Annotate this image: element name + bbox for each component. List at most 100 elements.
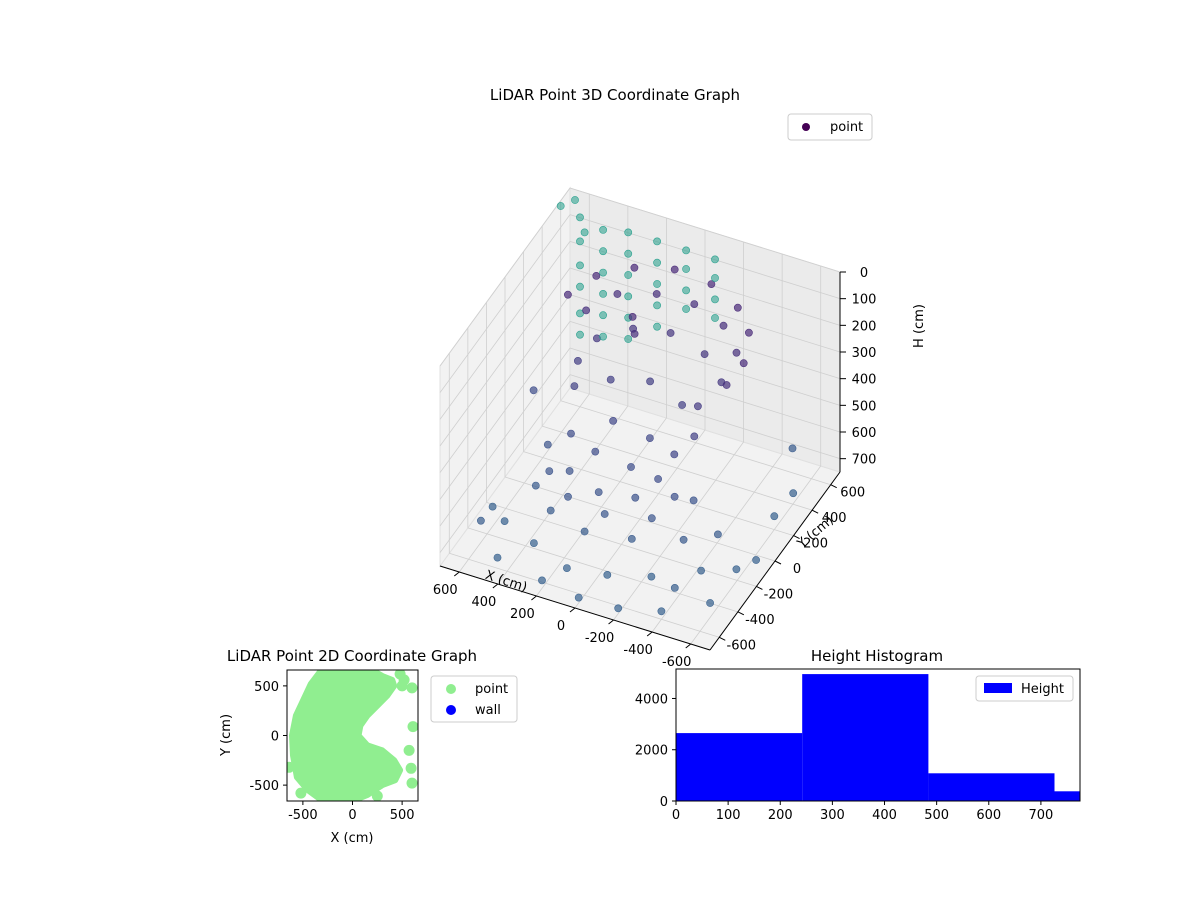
chart-3d-axes: -600-400-2000200400600-600-400-200020040… — [433, 266, 877, 670]
point-marker — [599, 311, 607, 320]
x-tick-label: -600 — [662, 655, 692, 670]
x-tick-label: 500 — [390, 808, 415, 823]
chart-histogram-frame — [675, 668, 1081, 802]
grid-z-back — [569, 240, 841, 326]
point-marker — [627, 535, 636, 543]
grid-y-floor — [560, 400, 831, 486]
point-marker — [678, 401, 686, 409]
grid-y-floor — [449, 552, 720, 638]
point-marker — [570, 382, 579, 390]
x-tick-mark — [685, 643, 692, 649]
point-marker — [628, 312, 637, 321]
point-marker — [406, 682, 418, 694]
point-marker — [624, 335, 633, 343]
point-marker — [770, 512, 779, 521]
y-tick-mark — [737, 611, 745, 616]
point-marker — [653, 322, 661, 331]
point-marker — [546, 506, 555, 515]
point-marker — [652, 290, 661, 298]
x-tick-label: 300 — [820, 808, 845, 823]
point-marker — [697, 566, 705, 575]
point-marker — [706, 599, 714, 607]
point-marker — [679, 535, 688, 544]
y-tick-mark — [811, 509, 819, 514]
point-marker — [592, 271, 601, 280]
chart-2d-plot — [287, 670, 418, 801]
point-marker — [654, 475, 662, 483]
point-marker — [670, 265, 679, 274]
chart-2d-ticks: -500 0 500 -500 0 500 — [249, 680, 414, 823]
grid-z-left — [439, 321, 571, 500]
point-marker — [543, 440, 552, 449]
z-tick-label: 100 — [852, 293, 877, 308]
grid-z-left — [439, 374, 571, 553]
y-tick-label: 400 — [822, 511, 847, 526]
chart-2d-legend-marker-point — [446, 684, 456, 694]
point-marker — [594, 488, 603, 496]
chart-3d-legend-marker — [802, 123, 810, 131]
y-tick-label: 0 — [271, 730, 279, 745]
grid-z-back — [569, 320, 841, 406]
grid-y-floor — [467, 527, 738, 613]
x-tick-label: -500 — [288, 808, 318, 823]
point-marker — [488, 502, 497, 511]
point-marker — [600, 510, 609, 518]
point-marker — [646, 434, 654, 442]
point-marker — [576, 330, 584, 339]
z-tick-label: 600 — [852, 426, 877, 441]
point-marker — [682, 265, 690, 273]
point-marker — [500, 517, 509, 525]
point-marker — [670, 584, 679, 592]
chart-3d-legend: point — [787, 113, 873, 141]
point-marker — [631, 493, 640, 502]
chart-histogram-legend-label: Height — [1021, 682, 1064, 697]
point-marker — [591, 447, 600, 456]
grid-z-left — [439, 347, 571, 527]
chart-histogram-bars — [676, 674, 1080, 801]
point-marker — [564, 290, 572, 299]
point-marker — [574, 593, 583, 602]
point-marker — [565, 467, 574, 475]
point-marker — [564, 492, 572, 501]
x-tick-label: 0 — [557, 619, 565, 634]
y-tick-mark — [793, 535, 800, 540]
chart-3d-legend-label: point — [830, 120, 863, 135]
point-marker — [711, 255, 719, 264]
point-marker — [700, 350, 709, 358]
x-tick-label: 400 — [872, 808, 897, 823]
point-marker — [580, 527, 589, 536]
y-tick-mark — [774, 560, 782, 565]
point-marker — [682, 286, 690, 295]
chart-2d-legend-marker-wall — [446, 705, 456, 715]
y-tick-mark — [756, 585, 763, 590]
grid-y-floor — [486, 502, 757, 587]
point-marker — [694, 402, 702, 411]
point-marker — [599, 268, 607, 277]
y-tick-label: -600 — [727, 638, 757, 653]
point-marker — [529, 386, 538, 395]
x-tick-label: 0 — [672, 808, 680, 823]
point-marker — [666, 329, 675, 337]
grid-y-floor — [523, 451, 794, 536]
point-marker — [647, 572, 656, 581]
point-region — [289, 670, 404, 801]
point-marker — [606, 375, 615, 384]
point-marker — [599, 247, 607, 256]
histogram-bar — [676, 733, 803, 801]
chart-2d-legend: point wall — [430, 675, 518, 723]
point-marker — [670, 450, 679, 459]
point-marker — [493, 553, 502, 562]
x-tick-label: -400 — [623, 643, 653, 658]
point-marker — [580, 228, 589, 237]
point-marker — [711, 295, 719, 304]
point-marker — [711, 274, 719, 282]
y-tick-label: 0 — [660, 795, 668, 810]
grid-z-back — [569, 347, 841, 433]
point-marker — [689, 496, 698, 505]
z-tick-label: 400 — [852, 373, 877, 388]
point-marker — [732, 565, 741, 574]
z-tick-label: 700 — [852, 453, 877, 468]
point-marker — [733, 303, 742, 312]
point-marker — [403, 744, 415, 756]
point-marker — [789, 489, 798, 498]
